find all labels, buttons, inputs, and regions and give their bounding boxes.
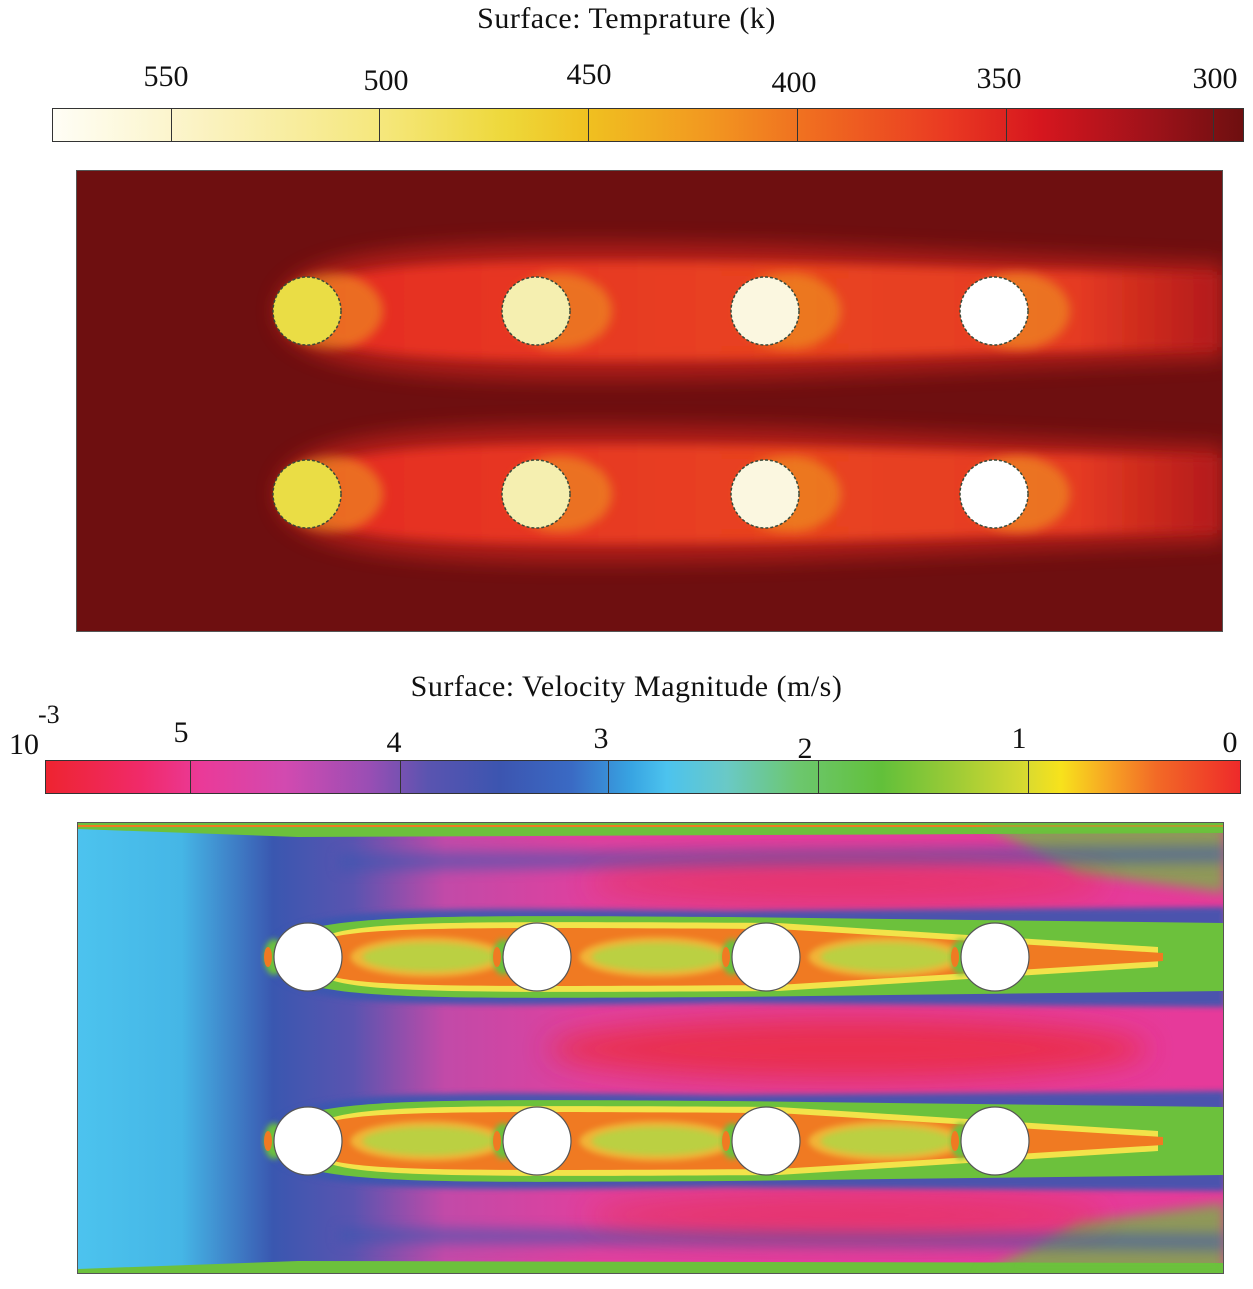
temperature-tick-label: 550 <box>143 60 189 93</box>
center-jet <box>548 1019 1148 1079</box>
recirculation-halo <box>579 1121 736 1161</box>
stagnation-point <box>951 947 959 967</box>
velocity-cylinder <box>731 1106 801 1176</box>
temperature-cylinder <box>959 276 1029 346</box>
velocity-tick-label: 5 <box>173 716 189 749</box>
velocity-tick-label: 1 <box>1011 722 1027 755</box>
colorbar-tick <box>608 761 609 793</box>
temperature-background <box>77 171 1222 631</box>
recirculation-halo <box>350 937 507 977</box>
velocity-tick-label: 4 <box>386 726 402 759</box>
temperature-cylinder <box>501 276 571 346</box>
temperature-title: Surface: Temprature (k) <box>477 2 776 35</box>
velocity-title: Surface: Velocity Magnitude (m/s) <box>410 670 843 703</box>
colorbar-tick <box>400 761 401 793</box>
recirculation-halo <box>350 1121 507 1161</box>
colorbar-tick <box>190 761 191 793</box>
velocity-exponent: -3 <box>38 700 60 729</box>
velocity-cylinder <box>502 1106 572 1176</box>
temperature-field-panel <box>76 170 1223 632</box>
colorbar-tick <box>588 109 589 141</box>
colorbar-tick <box>1213 109 1214 141</box>
top-wall-edge <box>78 825 1223 827</box>
temperature-cylinder <box>959 459 1029 529</box>
temperature-tick-label: 300 <box>1192 62 1238 95</box>
colorbar-tick <box>171 109 172 141</box>
velocity-cylinder <box>731 922 801 992</box>
temperature-cylinder <box>272 459 342 529</box>
temperature-tick-label: 350 <box>976 62 1022 95</box>
colorbar-tick <box>1028 761 1029 793</box>
upper-jet <box>588 861 1108 905</box>
lower-jet <box>588 1193 1108 1237</box>
stagnation-point <box>722 1131 730 1151</box>
recirculation-halo <box>808 937 965 977</box>
temperature-tick-label: 450 <box>566 58 612 91</box>
velocity-cylinder <box>960 922 1030 992</box>
lower-blue-band <box>338 1227 1223 1251</box>
velocity-exponent-base: 10 <box>9 728 39 761</box>
temperature-tick-label: 500 <box>363 64 409 97</box>
temperature-colorbar <box>52 108 1244 142</box>
colorbar-tick <box>1006 109 1007 141</box>
recirculation-halo <box>808 1121 965 1161</box>
velocity-tick-label: 3 <box>593 722 609 755</box>
velocity-field <box>78 823 1223 1273</box>
velocity-cylinder <box>273 922 343 992</box>
velocity-field-panel <box>77 822 1224 1274</box>
bottom-wall-boundary <box>78 1261 1223 1273</box>
velocity-tick-label: 0 <box>1222 726 1238 759</box>
stagnation-point <box>493 1131 501 1151</box>
recirculation-halo <box>579 937 736 977</box>
temperature-cylinder <box>501 459 571 529</box>
velocity-colorbar <box>45 760 1241 794</box>
velocity-tick-label: 2 <box>797 732 813 765</box>
stagnation-point <box>722 947 730 967</box>
stagnation-point <box>951 1131 959 1151</box>
temperature-field <box>77 171 1222 631</box>
stagnation-point <box>264 947 272 967</box>
temperature-tick-label: 400 <box>771 66 817 99</box>
upper-blue-band <box>338 845 1223 871</box>
temperature-cylinder <box>730 276 800 346</box>
velocity-cylinder <box>502 922 572 992</box>
temperature-cylinder <box>730 459 800 529</box>
stagnation-point <box>264 1131 272 1151</box>
velocity-cylinder <box>273 1106 343 1176</box>
colorbar-tick <box>797 109 798 141</box>
temperature-cylinder <box>272 276 342 346</box>
velocity-cylinder <box>960 1106 1030 1176</box>
stagnation-point <box>493 947 501 967</box>
colorbar-tick <box>818 761 819 793</box>
colorbar-tick <box>379 109 380 141</box>
